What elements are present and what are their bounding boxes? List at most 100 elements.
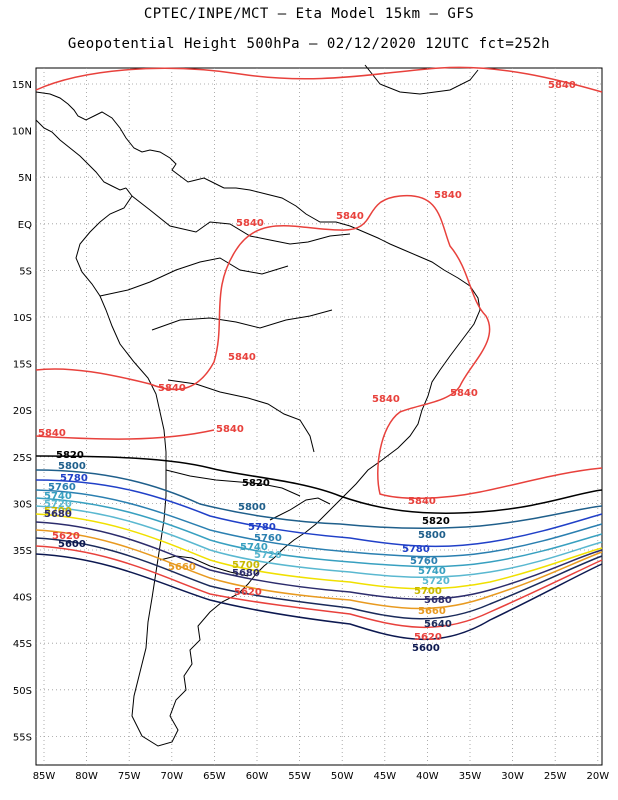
latitude-label: 15N [12,80,32,91]
longitude-label: 25W [544,771,567,782]
contour-label: 5820 [242,478,270,489]
contour-label: 5780 [60,473,88,484]
longitude-label: 65W [203,771,226,782]
chart-subtitle: Geopotential Height 500hPa – 02/12/2020 … [67,36,551,52]
contour-label: 5640 [424,619,452,630]
contour-label: 5680 [44,509,72,520]
contour-label: 5600 [58,539,86,550]
chart-title: CPTEC/INPE/MCT – Eta Model 15km – GFS [143,6,475,22]
contour-5720 [35,505,603,578]
contour-5660 [35,529,603,610]
border-uruguay [269,497,331,521]
contour-5840-south [35,429,215,440]
contour-label: 5840 [336,211,364,222]
latitude-label: 35S [13,546,32,557]
contour-label: 5620 [234,587,262,598]
map-frame [35,67,603,766]
contour-label: 5800 [58,461,86,472]
latitude-label: 55S [13,732,32,743]
contour-5680 [35,521,603,600]
border-chile-argentina [159,555,249,577]
contour-label: 5780 [402,544,430,555]
contour-label: 5760 [48,482,76,493]
longitude-label: 50W [331,771,354,782]
longitude-labels: 85W 80W 75W 70W 65W 60W 55W 50W 45W 40W 35W 30W 25W 2… [33,771,610,782]
contour-label: 5840 [450,388,478,399]
grid-lines [36,68,602,765]
latitude-label: 30S [13,499,32,510]
contour-5620 [35,545,603,629]
contour-label: 5620 [414,632,442,643]
contour-label: 5660 [418,606,446,617]
latitude-label: 20S [13,406,32,417]
longitude-label: 75W [118,771,141,782]
contour-label: 5760 [254,533,282,544]
longitude-label: 35W [459,771,482,782]
contour-label: 5600 [412,643,440,654]
contour-labels: 5840 5840 5840 5840 5840 5840 5840 5840 … [38,80,576,654]
contour-label: 5840 [372,394,400,405]
longitude-label: 80W [75,771,98,782]
contour-label: 5700 [232,560,260,571]
border-bolivia [151,309,333,331]
contour-label: 5720 [254,550,282,561]
contour-label: 5740 [240,542,268,553]
contour-5840-main [35,194,603,500]
longitude-label: 20W [586,771,609,782]
west-africa-coast [364,64,479,95]
border-peru-brazil [99,257,289,297]
latitude-label: 50S [13,686,32,697]
longitude-label: 85W [33,771,56,782]
longitude-label: 40W [416,771,439,782]
contour-lines [35,66,603,641]
latitude-label: 10N [12,127,32,138]
latitude-label: 5N [18,173,32,184]
contour-5780 [35,479,603,548]
contour-5800 [35,469,603,529]
contour-label: 5740 [418,566,446,577]
contour-label: 5840 [158,383,186,394]
contour-label: 5680 [232,568,260,579]
contour-5840-north [35,66,603,93]
contour-label: 5620 [52,531,80,542]
central-america-pacific [35,119,127,191]
central-america-coast [35,91,225,189]
contour-label: 5840 [216,424,244,435]
contour-label: 5660 [168,562,196,573]
longitude-label: 30W [501,771,524,782]
latitude-label: 25S [13,453,32,464]
longitude-label: 70W [160,771,183,782]
contour-label: 5820 [422,516,450,527]
latitude-label: 5S [19,266,32,277]
contour-label: 5840 [228,352,256,363]
longitude-label: 45W [373,771,396,782]
contour-label: 5840 [236,218,264,229]
contour-label: 5820 [56,450,84,461]
contour-label: 5760 [410,556,438,567]
border-argentina-north [165,469,301,497]
contour-5640 [35,537,603,620]
contour-label: 5700 [44,506,72,517]
contour-label: 5680 [424,595,452,606]
contour-label: 5720 [422,576,450,587]
contour-label: 5800 [418,530,446,541]
contour-label: 5800 [238,502,266,513]
contour-label: 5740 [44,491,72,502]
coastlines [35,64,481,747]
contour-label: 5840 [38,428,66,439]
latitude-label: 15S [13,360,32,371]
contour-label: 5840 [434,190,462,201]
latitude-label: 40S [13,593,32,604]
contour-5820 [35,455,603,514]
contour-label: 5720 [44,499,72,510]
contour-5600 [35,553,603,641]
contour-5700 [35,513,603,590]
contour-5740 [35,497,603,568]
border-paraguay [167,379,315,453]
south-america-coast [75,187,481,747]
longitude-label: 60W [246,771,269,782]
border-north [131,195,351,245]
contour-label: 5700 [414,586,442,597]
contour-label: 5840 [408,496,436,507]
